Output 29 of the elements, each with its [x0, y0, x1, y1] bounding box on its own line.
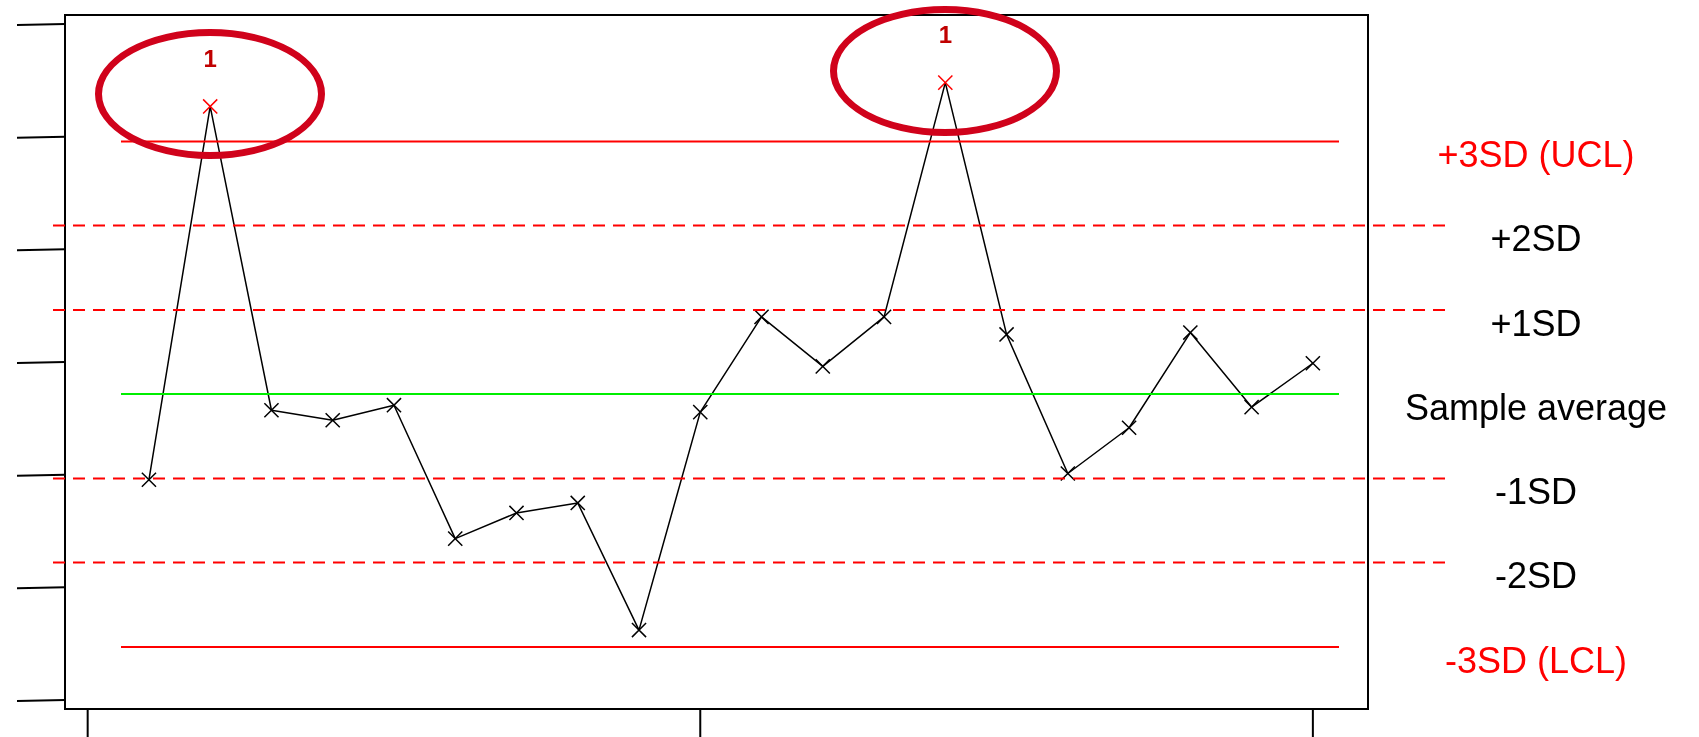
point: [141, 471, 157, 488]
point: [508, 505, 525, 521]
point: [937, 74, 954, 91]
point: [998, 326, 1015, 343]
point: [1060, 465, 1076, 482]
ref-line-label: Sample average: [1404, 386, 1668, 428]
point: [202, 98, 219, 115]
ref-line-label: +2SD: [1490, 218, 1582, 260]
point: [876, 309, 892, 325]
annotation: 1: [203, 45, 217, 73]
ref-line-label: -1SD: [1494, 471, 1578, 513]
ref-line-label: +3SD (UCL): [1437, 134, 1635, 176]
ref-line-label: -2SD: [1494, 555, 1578, 597]
point: [569, 495, 586, 511]
point: [1243, 399, 1260, 415]
point: [1182, 324, 1199, 341]
point: [1121, 419, 1137, 436]
point: [324, 412, 341, 429]
ref-line-label: +1SD: [1490, 302, 1582, 344]
point: [263, 402, 280, 419]
point: [1305, 355, 1321, 372]
point: [814, 358, 831, 375]
point: [631, 622, 647, 638]
point: [386, 397, 402, 414]
ref-line-label: -3SD (LCL): [1444, 639, 1628, 681]
point: [753, 309, 770, 325]
point: [447, 530, 464, 547]
annotation: 1: [938, 21, 952, 49]
point: [692, 404, 709, 420]
